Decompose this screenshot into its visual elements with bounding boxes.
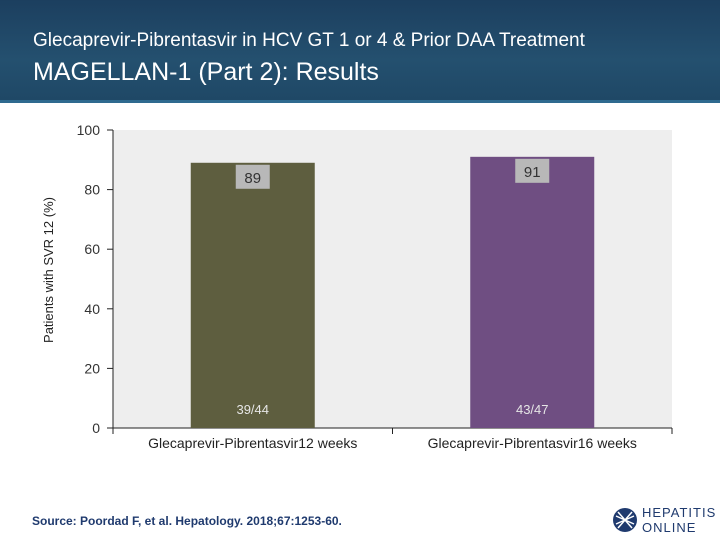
bar-value-label: 89 — [244, 170, 261, 187]
bar — [470, 156, 595, 428]
slide-supertitle: Glecaprevir-Pibrentasvir in HCV GT 1 or … — [33, 30, 585, 51]
bar-count-label: 43/47 — [516, 402, 549, 417]
x-category-label: Glecaprevir-Pibrentasvir12 weeks — [148, 435, 357, 451]
logo-line2: ONLINE — [642, 520, 697, 535]
y-tick-label: 60 — [84, 241, 100, 257]
slide-title: MAGELLAN-1 (Part 2): Results — [33, 58, 379, 86]
title-banner — [0, 0, 720, 100]
y-axis-title: Patients with SVR 12 (%) — [41, 197, 56, 343]
y-tick-label: 20 — [84, 360, 100, 376]
bar — [190, 162, 315, 428]
x-category-label: Glecaprevir-Pibrentasvir16 weeks — [428, 435, 637, 451]
source-citation: Source: Poordad F, et al. Hepatology. 20… — [32, 514, 342, 528]
bar-value-label: 91 — [524, 164, 541, 181]
y-tick-label: 40 — [84, 301, 100, 317]
bar-count-label: 39/44 — [236, 402, 269, 417]
bar-value-box — [515, 158, 550, 183]
globe-icon — [613, 508, 637, 532]
y-tick-label: 80 — [84, 182, 100, 198]
bar-value-box — [235, 164, 270, 189]
banner-divider — [0, 100, 720, 103]
y-tick-label: 0 — [92, 420, 100, 436]
logo-line1: HEPATITIS C — [642, 505, 720, 520]
y-tick-label: 100 — [77, 122, 101, 138]
hepatitis-c-online-logo: HEPATITIS C ONLINE — [612, 503, 720, 537]
